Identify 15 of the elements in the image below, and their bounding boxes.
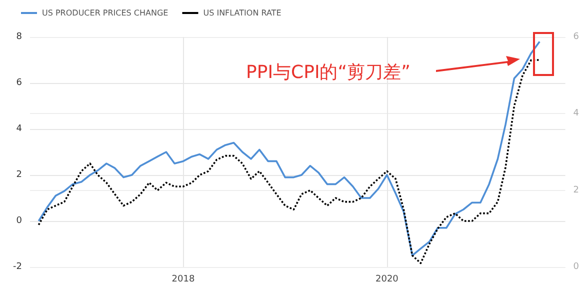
y-tick-label: 8: [16, 32, 22, 42]
y-tick-label: -2: [13, 262, 22, 272]
y-tick-label: 4: [16, 124, 22, 134]
y2-tick-label: 6: [573, 32, 580, 42]
y2-tick-label: 2: [573, 185, 580, 196]
annotation: PPI与CPI的“剪刀差”: [246, 61, 410, 84]
legend-label: US PRODUCER PRICES CHANGE: [42, 8, 168, 18]
y-tick-label: 0: [16, 216, 22, 226]
y-tick-label: 2: [16, 170, 22, 180]
y-tick-label: 6: [16, 78, 22, 88]
x-tick-label: 2018: [172, 274, 195, 284]
x-tick-label: 2020: [375, 274, 399, 284]
y2-tick-label: 4: [573, 108, 580, 119]
legend-label: US INFLATION RATE: [203, 8, 282, 18]
y2-tick-label: 0: [573, 262, 580, 272]
